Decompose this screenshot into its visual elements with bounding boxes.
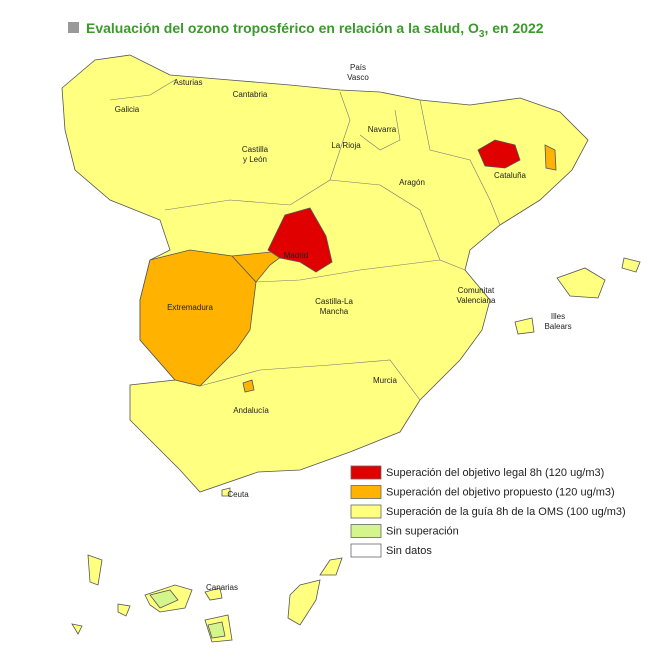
legend-swatch (350, 465, 382, 480)
extremadura-area (139, 249, 257, 387)
region-label-line: Navarra (368, 125, 397, 134)
legend-label: Superación del objetivo propuesto (120 u… (386, 486, 615, 498)
region-label-line: Castilla (242, 145, 269, 154)
region-label: Canarias (206, 583, 238, 592)
region-label-line: Galicia (115, 105, 140, 114)
region-label-line: y León (243, 155, 267, 164)
region-label: Aragón (399, 178, 425, 187)
region-label-line: Mancha (320, 307, 349, 316)
legend-swatch (350, 485, 382, 499)
title-main: Evaluación del ozono troposférico en rel… (86, 20, 479, 36)
region-label: País Vasco (347, 63, 369, 82)
region-label: Extremadura (167, 303, 213, 312)
region-label: Ceuta (227, 490, 249, 499)
legend-swatch (350, 504, 382, 519)
title-end: , en 2022 (484, 20, 543, 36)
canarias-green (149, 589, 226, 639)
region-label-line: Extremadura (167, 303, 213, 312)
region-label: Asturias (174, 78, 203, 87)
region-label: La Rioja (331, 141, 361, 150)
madrid-area (267, 207, 333, 273)
region-label-line: Valenciana (457, 296, 497, 305)
legend-label: Sin superación (386, 525, 459, 537)
region-label-line: Comunitat (458, 286, 495, 295)
border (164, 91, 351, 211)
spain-outline (61, 54, 589, 493)
region-label: Madrid (284, 251, 308, 260)
region-label-line: Balears (544, 322, 571, 331)
region-label: Murcia (373, 376, 398, 385)
region-label-line: Andalucía (233, 406, 269, 415)
legend-label: Superación del objetivo legal 8h (120 ug… (386, 467, 604, 479)
region-label-line: Madrid (284, 251, 308, 260)
region-label: Cataluña (494, 171, 527, 180)
ceuta (221, 487, 231, 497)
region-label-line: La Rioja (331, 141, 361, 150)
region-label-line: Illes (551, 312, 565, 321)
region-label: Illes Balears (544, 312, 571, 331)
title-subscript: 3 (479, 29, 485, 40)
andalucia-patch (242, 379, 255, 393)
region-label-line: Vasco (347, 73, 369, 82)
region-label-line: Asturias (174, 78, 203, 87)
legend-label: Superación de la guía 8h de la OMS (100 … (386, 506, 626, 518)
region-labels: Galicia Asturias Cantabria País Vasco Navarra… (115, 63, 572, 592)
legend-label: Sin datos (386, 545, 432, 557)
region-label: Comunitat Valenciana (457, 286, 497, 305)
region-label: Andalucía (233, 406, 269, 415)
legend: Superación del objetivo legal 8h (120 ug… (350, 465, 626, 558)
region-label-line: Canarias (206, 583, 238, 592)
region-label-line: Aragón (399, 178, 425, 187)
legend-swatch (350, 543, 382, 558)
cataluna-patch (544, 144, 557, 171)
region-label-line: Cantabria (233, 90, 268, 99)
canarias-islands (71, 554, 343, 643)
region-label-line: Cataluña (494, 171, 527, 180)
border (109, 79, 176, 101)
legend-swatch (350, 524, 382, 538)
region-label-line: Murcia (373, 376, 398, 385)
region-label: Castilla y León (242, 145, 269, 164)
title: Evaluación del ozono troposférico en rel… (86, 20, 544, 40)
region-label-line: Ceuta (227, 490, 249, 499)
mainland (61, 54, 641, 643)
region-borders (109, 79, 501, 401)
region-label: Galicia (115, 105, 140, 114)
region-label-line: Castilla-La (315, 297, 353, 306)
region-label: Navarra (368, 125, 397, 134)
border (419, 99, 501, 226)
region-label: Cantabria (233, 90, 268, 99)
region-label-line: País (350, 63, 366, 72)
border (255, 259, 441, 283)
border (199, 359, 421, 401)
border (359, 109, 401, 151)
cataluna-area (477, 139, 521, 169)
region-label: Castilla-La Mancha (315, 297, 353, 316)
border (329, 179, 466, 271)
title-marker (68, 22, 79, 33)
balears-islands (514, 257, 641, 335)
